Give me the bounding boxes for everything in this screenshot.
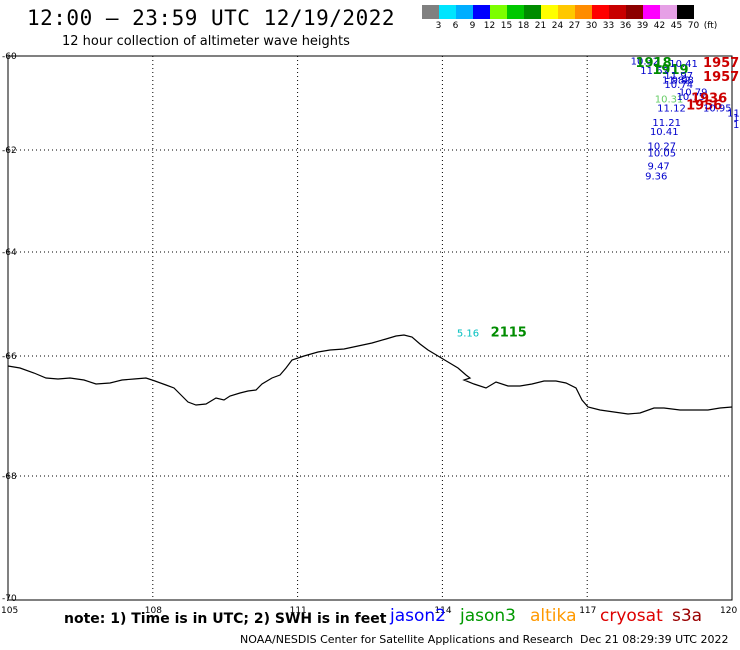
wave-height-value: 10.41	[650, 127, 679, 138]
satellite-name-jason2: jason2	[390, 606, 446, 626]
wave-height-value: 10.4	[733, 120, 740, 131]
antarctic-coastline	[7, 334, 733, 415]
wave-height-value: 10.79	[679, 87, 708, 98]
legend-swatch	[643, 5, 660, 19]
satellite-name-jason3: jason3	[460, 606, 516, 626]
wave-height-value: 9.47	[648, 161, 670, 172]
legend-label: 9	[469, 21, 476, 31]
legend-swatch	[558, 5, 575, 19]
legend-label: (ft)	[703, 21, 718, 31]
axis-labels: -60 -62 -64 -66 -68 -70 105 108 111 114 117 120	[1, 52, 737, 616]
graticule	[7, 55, 733, 601]
wave-height-value: 10.59	[733, 113, 740, 124]
legend-label: 15	[500, 21, 513, 31]
wave-height-value: 5.16	[457, 329, 479, 340]
observation-time-label: 1936	[691, 91, 727, 106]
legend-label: 42	[653, 21, 666, 31]
legend-label: 33	[602, 21, 615, 31]
wave-height-value: 9.36	[645, 172, 667, 183]
wave-height-value: 11.21	[652, 118, 681, 129]
longitude-label: 111	[290, 606, 307, 616]
footer-credit: NOAA/NESDIS Center for Satellite Applica…	[240, 633, 574, 646]
legend-label: 39	[636, 21, 649, 31]
map-subtitle: 12 hour collection of altimeter wave hei…	[62, 34, 350, 49]
legend-swatch	[677, 5, 694, 19]
observation-time-label: 1919	[652, 63, 688, 78]
legend-label: 30	[585, 21, 598, 31]
wave-height-value: 10.32	[631, 57, 660, 68]
legend-label: 36	[619, 21, 632, 31]
map-title: 12:00 – 23:59 UTC 12/19/2022	[27, 6, 396, 30]
wave-height-value: 11.82	[662, 76, 691, 87]
legend-label: 70	[687, 21, 700, 31]
longitude-label: 114	[434, 606, 451, 616]
wave-height-value: 11.12	[657, 104, 686, 115]
wave-height-value: 10.74	[664, 80, 693, 91]
legend-swatch	[490, 5, 507, 19]
legend-swatch	[626, 5, 643, 19]
wave-height-value: 10.31	[655, 94, 684, 105]
legend-swatch	[541, 5, 558, 19]
wave-height-value: 10.41	[669, 59, 698, 70]
longitude-label: 120	[720, 606, 737, 616]
observation-time-label: 2115	[491, 326, 527, 341]
latitude-label: -64	[2, 248, 17, 258]
legend-swatch	[507, 5, 524, 19]
latitude-label: -66	[2, 352, 17, 362]
longitude-label: 108	[145, 606, 162, 616]
legend-swatch	[422, 5, 439, 19]
legend-swatch	[439, 5, 456, 19]
legend-swatch	[456, 5, 473, 19]
legend-swatch	[473, 5, 490, 19]
wave-height-value: 10.95	[703, 104, 732, 115]
wave-height-value: 9.98	[672, 76, 694, 87]
legend-label: 3	[435, 21, 442, 31]
observation-time-label: 1957	[703, 70, 739, 85]
latitude-label: -68	[2, 472, 17, 482]
latitude-label: -60	[2, 52, 17, 62]
legend-label: 21	[534, 21, 547, 31]
legend-label: 12	[483, 21, 496, 31]
legend-swatch	[592, 5, 609, 19]
legend-label: 45	[670, 21, 683, 31]
map-frame	[7, 55, 733, 601]
observation-time-label: 1956	[686, 98, 722, 113]
satellite-name-s3a: s3a	[672, 606, 703, 626]
footer-timestamp: Dec 21 08:29:39 UTC 2022	[580, 633, 729, 646]
satellite-name-cryosat: cryosat	[600, 606, 663, 626]
legend-swatch	[524, 5, 541, 19]
satellite-name-altika: altika	[530, 606, 577, 626]
legend-label: 6	[452, 21, 459, 31]
latitude-label: -62	[2, 146, 17, 156]
legend-swatch	[575, 5, 592, 19]
legend-swatch	[609, 5, 626, 19]
units-note: note: 1) Time is in UTC; 2) SWH is in fe…	[64, 611, 387, 627]
wave-height-color-legend	[422, 5, 694, 19]
longitude-label: 105	[1, 606, 18, 616]
wave-height-value: 11.62	[640, 66, 669, 77]
wave-height-value: 11.97	[664, 71, 693, 82]
wave-height-value: 10.27	[648, 141, 677, 152]
legend-label: 27	[568, 21, 581, 31]
observation-time-label: 1918	[635, 56, 671, 71]
observation-time-label: 1957	[703, 56, 739, 71]
legend-swatch	[660, 5, 677, 19]
legend-label: 18	[517, 21, 530, 31]
wave-height-value: 11.11	[727, 108, 740, 119]
legend-label: 24	[551, 21, 564, 31]
latitude-label: -70	[2, 594, 17, 604]
wave-height-value: 10.05	[648, 149, 677, 160]
wave-height-value: 10.75	[676, 92, 705, 103]
longitude-label: 117	[579, 606, 596, 616]
